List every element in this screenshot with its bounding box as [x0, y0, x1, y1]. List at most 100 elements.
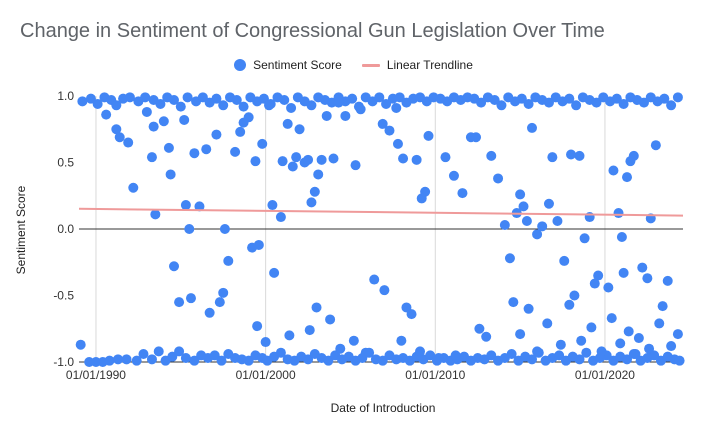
- data-point: [321, 110, 332, 121]
- data-point: [474, 323, 485, 334]
- data-point: [537, 221, 548, 232]
- data-point: [518, 201, 529, 212]
- data-point: [618, 267, 629, 278]
- data-point: [672, 92, 683, 103]
- data-point: [306, 100, 317, 111]
- legend-item-sentiment[interactable]: Sentiment Score: [234, 58, 342, 72]
- data-point: [284, 330, 295, 341]
- data-point: [618, 98, 629, 109]
- data-point: [396, 335, 407, 346]
- data-point: [420, 186, 431, 197]
- data-point: [415, 346, 426, 357]
- data-point: [169, 261, 180, 272]
- data-point: [335, 343, 346, 354]
- y-tick-label: 0.0: [57, 222, 74, 236]
- data-point: [564, 299, 575, 310]
- x-tick-label: 01/01/2010: [405, 368, 465, 382]
- data-point: [457, 188, 468, 199]
- data-point: [476, 97, 487, 108]
- data-point: [552, 216, 563, 227]
- data-point: [377, 118, 388, 129]
- data-point: [325, 314, 336, 325]
- data-point: [569, 290, 580, 301]
- data-point: [515, 189, 526, 200]
- data-point: [260, 337, 271, 348]
- data-point: [252, 321, 263, 332]
- data-point: [662, 275, 673, 286]
- data-point: [243, 112, 254, 123]
- data-point: [566, 149, 577, 160]
- data-point: [121, 354, 132, 365]
- data-point: [515, 329, 526, 340]
- legend-marker-dot: [234, 59, 247, 71]
- data-point: [182, 92, 193, 103]
- data-point: [637, 262, 648, 273]
- data-point: [576, 335, 587, 346]
- data-point: [316, 154, 327, 165]
- data-point: [613, 208, 624, 219]
- data-point: [333, 97, 344, 108]
- data-point: [146, 354, 157, 365]
- data-point: [581, 347, 592, 358]
- legend-item-trendline[interactable]: Linear Trendline: [361, 58, 473, 72]
- data-point: [218, 100, 229, 111]
- data-point: [216, 355, 227, 366]
- data-point: [348, 335, 359, 346]
- chart-legend: Sentiment Score Linear Trendline: [0, 58, 707, 72]
- data-point: [350, 160, 361, 171]
- data-point: [77, 96, 88, 107]
- data-point: [666, 100, 677, 111]
- data-point: [167, 351, 178, 362]
- data-point: [355, 104, 366, 115]
- data-point: [279, 94, 290, 105]
- data-point: [323, 355, 334, 366]
- data-point: [596, 346, 607, 357]
- data-point: [542, 318, 553, 329]
- data-point: [593, 270, 604, 281]
- data-point: [211, 129, 222, 140]
- data-point: [659, 93, 670, 104]
- data-point: [674, 355, 685, 366]
- data-point: [328, 153, 339, 164]
- data-point: [586, 322, 597, 333]
- data-point: [218, 287, 229, 298]
- data-point: [123, 137, 134, 148]
- data-point: [204, 307, 215, 318]
- x-tick-label: 01/01/1990: [66, 368, 126, 382]
- data-point: [124, 92, 135, 103]
- data-point: [571, 100, 582, 111]
- data-point: [425, 350, 436, 361]
- data-point: [644, 343, 655, 354]
- data-point: [374, 92, 385, 103]
- data-point: [606, 313, 617, 324]
- chart-title: Change in Sentiment of Congressional Gun…: [20, 20, 605, 42]
- data-point: [141, 106, 152, 117]
- x-tick-label: 01/01/2000: [236, 368, 296, 382]
- data-point: [111, 124, 122, 135]
- data-point: [394, 92, 405, 103]
- data-point: [532, 229, 543, 240]
- data-point: [496, 100, 507, 111]
- data-point: [527, 122, 537, 133]
- data-point: [579, 233, 590, 244]
- data-point: [238, 101, 249, 112]
- data-point: [486, 150, 497, 161]
- data-point: [85, 93, 96, 104]
- data-point: [294, 124, 305, 135]
- y-tick-label: -0.5: [53, 289, 74, 303]
- data-point: [672, 329, 683, 340]
- x-tick-label: 01/01/2020: [575, 368, 635, 382]
- data-point: [608, 165, 619, 176]
- data-point: [163, 142, 174, 153]
- data-point: [603, 282, 614, 293]
- y-tick-label: 0.5: [57, 156, 74, 170]
- legend-label-trendline: Linear Trendline: [386, 58, 473, 72]
- y-axis-label: Sentiment Score: [14, 185, 28, 275]
- data-point: [174, 346, 185, 357]
- data-point: [111, 100, 122, 111]
- data-point: [113, 354, 124, 365]
- data-point: [406, 309, 417, 320]
- legend-marker-line: [361, 63, 380, 67]
- data-point: [231, 94, 242, 105]
